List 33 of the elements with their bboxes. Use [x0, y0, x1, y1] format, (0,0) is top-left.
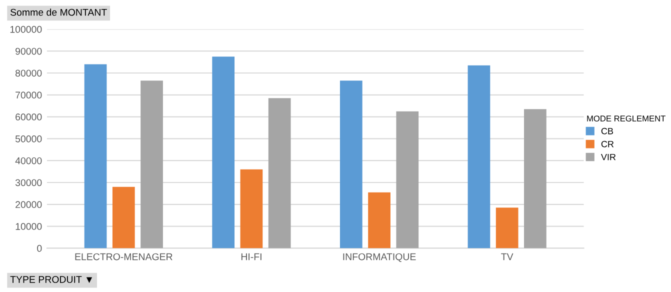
legend-title: MODE REGLEMENT: [587, 116, 666, 122]
bar: [396, 111, 419, 248]
y-tick-label: 10000: [16, 223, 42, 230]
y-tick-label: 100000: [10, 26, 42, 33]
bar: [212, 56, 235, 248]
y-tick-label: 30000: [15, 179, 42, 186]
legend-label: CB: [601, 128, 614, 134]
legend-label: CR: [601, 140, 614, 148]
bar: [524, 109, 546, 248]
bar: [240, 169, 263, 248]
x-tick-label: TV: [501, 253, 514, 260]
y-tick-label: 20000: [16, 201, 42, 208]
x-tick-label: HI-FI: [241, 253, 262, 260]
bar: [268, 98, 291, 248]
x-tick-label: INFORMATIQUE: [343, 253, 416, 262]
bar: [368, 192, 390, 248]
bar: [112, 186, 135, 248]
bar: [340, 80, 362, 248]
legend-label: VIR: [600, 154, 616, 160]
bar: [84, 64, 107, 248]
bar: [496, 208, 518, 248]
bar: [468, 65, 490, 248]
y-tick-label: 60000: [16, 114, 42, 120]
x-tick-label: ELECTRO-MENAGER: [75, 253, 172, 260]
y-tick-label: 0: [37, 244, 42, 252]
y-tick-label: 40000: [15, 157, 42, 164]
bar: [140, 80, 163, 248]
y-tick-label: 90000: [16, 48, 42, 55]
y-tick-label: 50000: [15, 135, 42, 142]
chart-title: Somme de MONTANT: [10, 8, 107, 16]
x-axis-title: TYPE PRODUIT ▼: [10, 276, 92, 283]
y-tick-label: 80000: [16, 70, 42, 77]
y-tick-label: 70000: [16, 92, 42, 99]
